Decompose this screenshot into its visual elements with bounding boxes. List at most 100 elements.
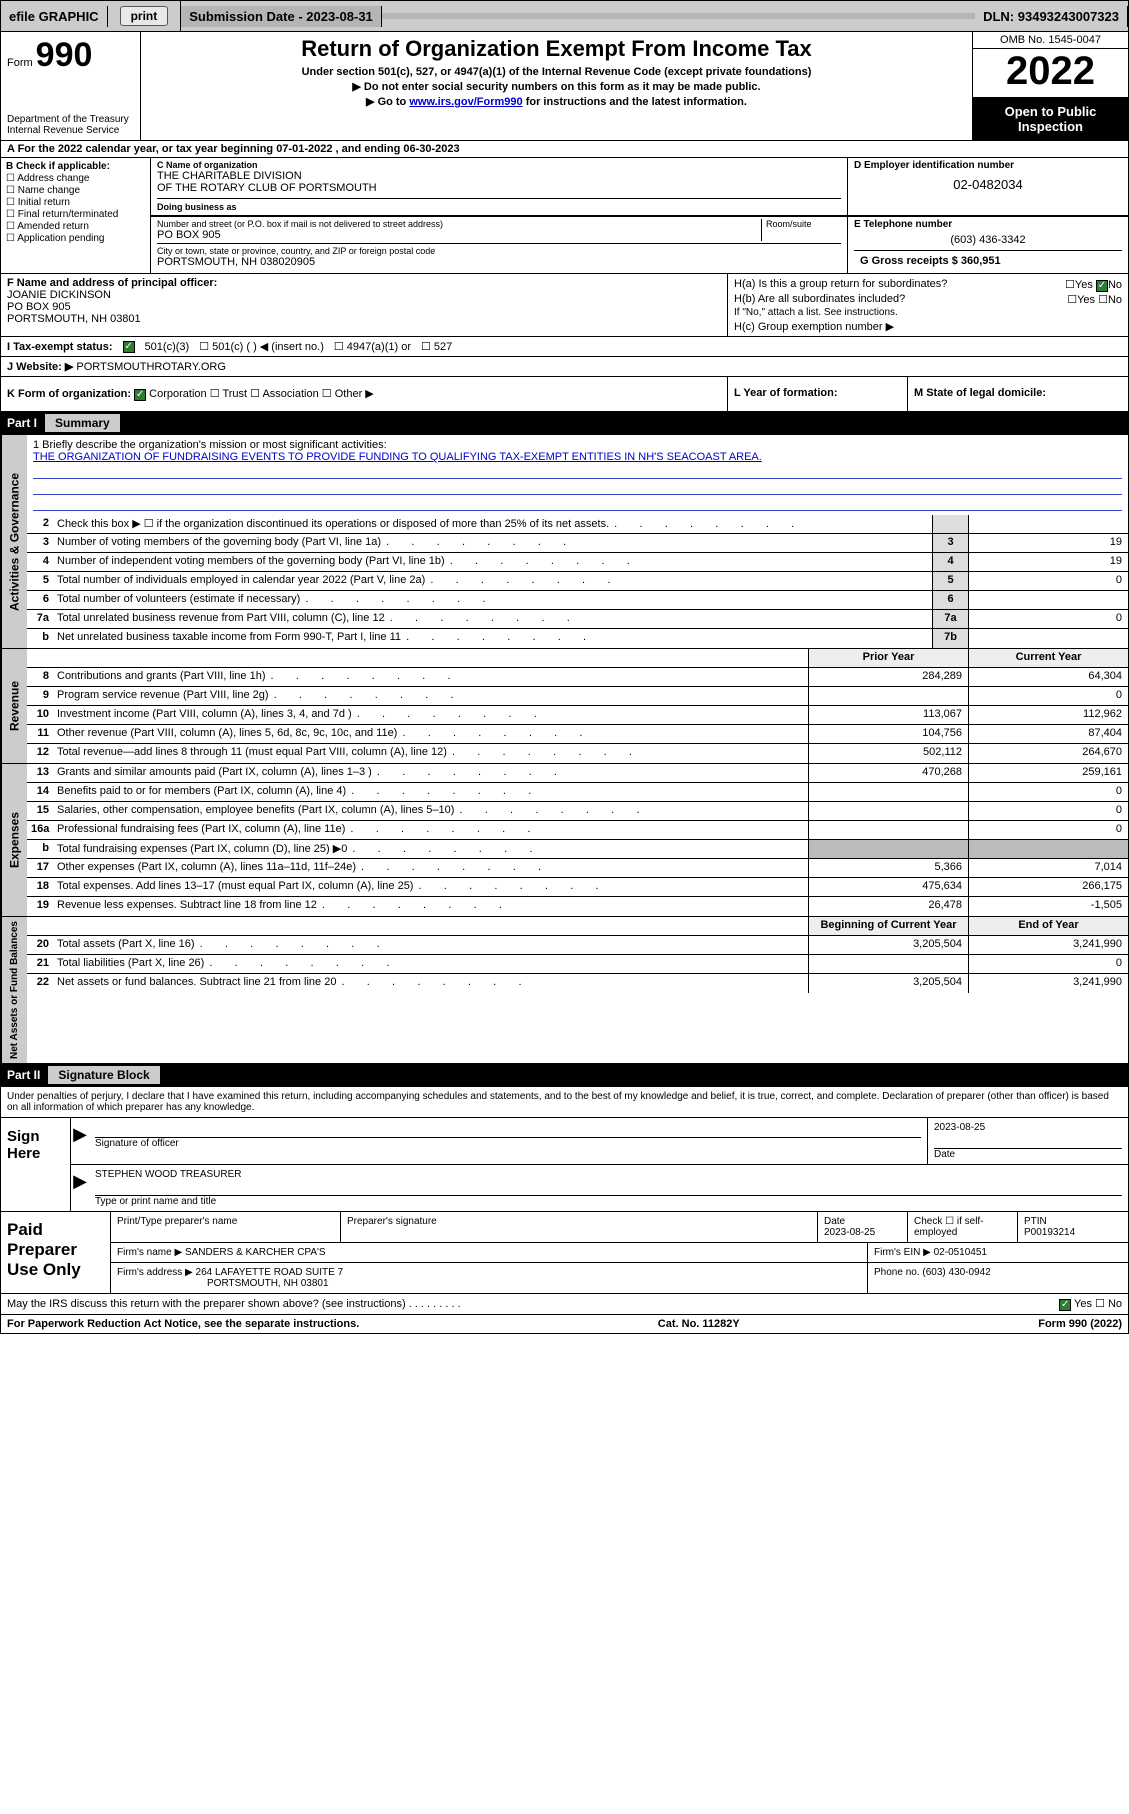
data-row: 14Benefits paid to or for members (Part … xyxy=(27,783,1128,802)
footer-right: Form 990 (2022) xyxy=(1038,1318,1122,1330)
gov-row: 4Number of independent voting members of… xyxy=(27,553,1128,572)
paid-preparer-table: Paid Preparer Use Only Print/Type prepar… xyxy=(0,1212,1129,1294)
footer-mid: Cat. No. 11282Y xyxy=(658,1318,740,1330)
sidetab-governance: Activities & Governance xyxy=(1,435,27,648)
goto-pre: ▶ Go to xyxy=(366,96,409,108)
chk-final-return[interactable]: ☐ Final return/terminated xyxy=(6,209,145,220)
sig-officer-label: Signature of officer xyxy=(95,1138,921,1149)
dln-label: DLN: xyxy=(983,9,1018,24)
subtitle-2: ▶ Do not enter social security numbers o… xyxy=(147,80,966,93)
chk-initial-return[interactable]: ☐ Initial return xyxy=(6,197,145,208)
form-header: Form 990 Department of the Treasury Inte… xyxy=(0,32,1129,141)
firm-phone: (603) 430-0942 xyxy=(922,1267,990,1278)
addr-label: Number and street (or P.O. box if mail i… xyxy=(157,219,761,229)
form-word: Form xyxy=(7,57,33,69)
section-fh: F Name and address of principal officer:… xyxy=(0,274,1129,337)
c-name-label: C Name of organization xyxy=(157,160,841,170)
sign-arrow-icon: ▶ xyxy=(71,1118,89,1164)
sign-here-label: Sign Here xyxy=(1,1118,71,1211)
chk-amended-return[interactable]: ☐ Amended return xyxy=(6,221,145,232)
gov-row: 5Total number of individuals employed in… xyxy=(27,572,1128,591)
may-irs-text: May the IRS discuss this return with the… xyxy=(7,1298,406,1310)
part1-bar: Part I Summary xyxy=(1,412,1128,434)
mission-q: 1 Briefly describe the organization's mi… xyxy=(33,439,1122,451)
form-number: 990 xyxy=(36,36,93,75)
sidetab-revenue: Revenue xyxy=(1,649,27,763)
row-j: J Website: ▶ PORTSMOUTHROTARY.ORG xyxy=(0,357,1129,377)
ha-no-check: ✓ xyxy=(1096,280,1108,292)
phone-value: (603) 436-3342 xyxy=(854,234,1122,246)
submission-label: Submission Date - xyxy=(189,9,306,24)
org-name: THE CHARITABLE DIVISION OF THE ROTARY CL… xyxy=(157,170,841,194)
sig-declaration: Under penalties of perjury, I declare th… xyxy=(0,1087,1129,1118)
ptin-value: P00193214 xyxy=(1024,1227,1075,1238)
part1-title: Summary xyxy=(45,414,120,432)
ein-value: 02-0482034 xyxy=(854,177,1122,192)
sign-here-table: Sign Here ▶ Signature of officer 2023-08… xyxy=(0,1118,1129,1212)
prep-name-label: Print/Type preparer's name xyxy=(111,1212,341,1242)
data-row: 22Net assets or fund balances. Subtract … xyxy=(27,974,1128,993)
chk-address-change[interactable]: ☐ Address change xyxy=(6,173,145,184)
city-value: PORTSMOUTH, NH 038020905 xyxy=(157,256,841,268)
revenue-section: Revenue Prior Year Current Year 8Contrib… xyxy=(0,649,1129,764)
dba-label: Doing business as xyxy=(157,202,237,212)
city-label: City or town, state or province, country… xyxy=(157,246,841,256)
chk-name-change[interactable]: ☐ Name change xyxy=(6,185,145,196)
sig-date-label: Date xyxy=(934,1149,1122,1160)
hb-label: H(b) Are all subordinates included? xyxy=(734,293,905,306)
data-row: 9Program service revenue (Part VIII, lin… xyxy=(27,687,1128,706)
room-label: Room/suite xyxy=(766,219,841,229)
officer-name: JOANIE DICKINSON xyxy=(7,289,111,301)
governance-section: Activities & Governance 1 Briefly descri… xyxy=(0,435,1129,649)
section-bcdeg: B Check if applicable: ☐ Address change … xyxy=(0,158,1129,274)
officer-addr1: PO BOX 905 xyxy=(7,301,71,313)
data-row: 8Contributions and grants (Part VIII, li… xyxy=(27,668,1128,687)
hb-note: If "No," attach a list. See instructions… xyxy=(734,307,1122,318)
netassets-section: Net Assets or Fund Balances Beginning of… xyxy=(0,917,1129,1064)
m-label: M State of legal domicile: xyxy=(914,387,1046,399)
omb-number: OMB No. 1545-0047 xyxy=(973,32,1128,49)
mission-answer[interactable]: THE ORGANIZATION OF FUNDRAISING EVENTS T… xyxy=(33,451,762,463)
rev-header-row: Prior Year Current Year xyxy=(27,649,1128,668)
print-button[interactable]: print xyxy=(120,6,169,26)
f-label: F Name and address of principal officer: xyxy=(7,277,217,289)
data-row: bTotal fundraising expenses (Part IX, co… xyxy=(27,840,1128,859)
may-yes-check: ✓ xyxy=(1059,1299,1071,1311)
may-irs-row: May the IRS discuss this return with the… xyxy=(0,1294,1129,1315)
g-value: 360,951 xyxy=(961,255,1001,267)
data-row: 11Other revenue (Part VIII, column (A), … xyxy=(27,725,1128,744)
prior-year-head: Prior Year xyxy=(808,649,968,667)
gov-row: 2Check this box ▶ ☐ if the organization … xyxy=(27,515,1128,534)
dept-label: Department of the Treasury Internal Reve… xyxy=(7,114,134,136)
self-emp-label: Check ☐ if self-employed xyxy=(908,1212,1018,1242)
firm-addr2: PORTSMOUTH, NH 03801 xyxy=(207,1278,329,1289)
current-year-head: Current Year xyxy=(968,649,1128,667)
e-label: E Telephone number xyxy=(854,219,1122,230)
begin-year-head: Beginning of Current Year xyxy=(808,917,968,935)
submission-date: 2023-08-31 xyxy=(306,9,373,24)
page-footer: For Paperwork Reduction Act Notice, see … xyxy=(0,1315,1129,1334)
mission-block: 1 Briefly describe the organization's mi… xyxy=(27,435,1128,515)
data-row: 13Grants and similar amounts paid (Part … xyxy=(27,764,1128,783)
addr-value: PO BOX 905 xyxy=(157,229,761,241)
gov-row: 3Number of voting members of the governi… xyxy=(27,534,1128,553)
chk-app-pending[interactable]: ☐ Application pending xyxy=(6,233,145,244)
part2-title: Signature Block xyxy=(48,1066,159,1084)
expenses-section: Expenses 13Grants and similar amounts pa… xyxy=(0,764,1129,917)
firm-addr1: 264 LAFAYETTE ROAD SUITE 7 xyxy=(196,1267,344,1278)
b-label: B Check if applicable: xyxy=(6,161,145,172)
topbar: efile GRAPHIC print Submission Date - 20… xyxy=(0,0,1129,32)
data-row: 12Total revenue—add lines 8 through 11 (… xyxy=(27,744,1128,763)
signer-name: STEPHEN WOOD TREASURER xyxy=(95,1169,1122,1180)
sidetab-netassets: Net Assets or Fund Balances xyxy=(1,917,27,1063)
prep-sig-label: Preparer's signature xyxy=(341,1212,818,1242)
end-year-head: End of Year xyxy=(968,917,1128,935)
data-row: 21Total liabilities (Part X, line 26)0 xyxy=(27,955,1128,974)
website-value: PORTSMOUTHROTARY.ORG xyxy=(76,361,226,373)
irs-link[interactable]: www.irs.gov/Form990 xyxy=(409,96,522,108)
officer-addr2: PORTSMOUTH, NH 03801 xyxy=(7,313,141,325)
firm-ein: 02-0510451 xyxy=(934,1247,987,1258)
net-header-row: Beginning of Current Year End of Year xyxy=(27,917,1128,936)
data-row: 16aProfessional fundraising fees (Part I… xyxy=(27,821,1128,840)
k-label: K Form of organization: xyxy=(7,388,131,400)
